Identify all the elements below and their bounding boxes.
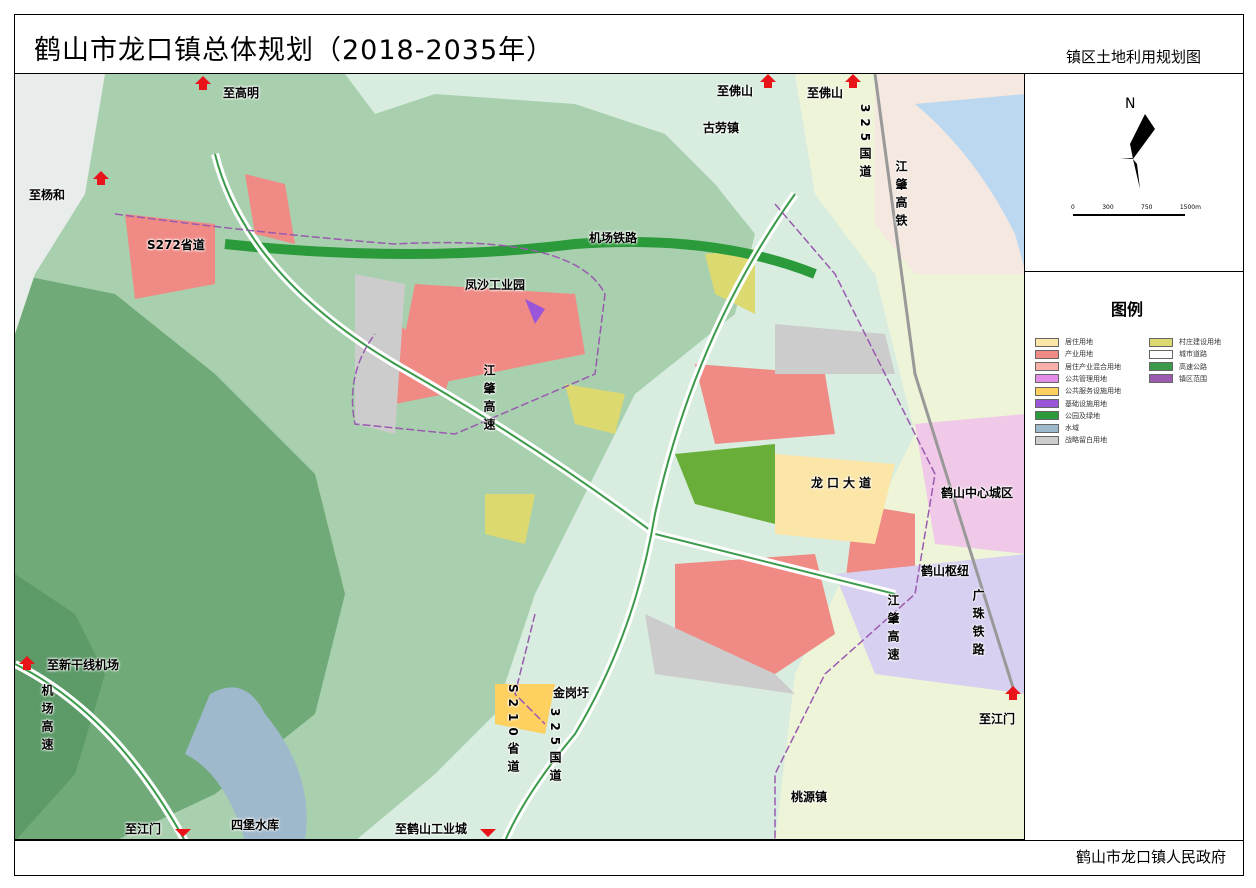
north-label: N (1125, 96, 1136, 112)
legend-label: 城市道路 (1179, 350, 1207, 359)
legend-label: 镇区范围 (1179, 374, 1207, 383)
label-to-xinganxian: 至新干线机场 (47, 658, 120, 672)
legend-label: 水域 (1065, 424, 1079, 433)
label-to-jiangmen-east: 至江门 (979, 712, 1016, 726)
label-g325-south: 325国道 (548, 708, 562, 788)
legend-item: 高速公路 (1149, 361, 1207, 373)
label-guangzhu-rail: 广珠铁路 (971, 589, 985, 661)
legend-label: 居住用地 (1065, 338, 1093, 346)
north-arrow-icon (1120, 114, 1155, 189)
legend-swatch (1035, 411, 1059, 421)
label-to-yanghe: 至杨和 (29, 188, 66, 202)
label-to-foshan: 至佛山 (717, 84, 754, 98)
legend-swatch (1149, 362, 1173, 372)
label-s272: S272省道 (147, 238, 205, 252)
legend-swatch (1149, 349, 1173, 359)
label-heshan-hub: 鹤山枢纽 (921, 564, 970, 578)
legend-item: 城市道路 (1149, 348, 1207, 360)
label-jiangzhao-hw: 江肇高速 (482, 364, 496, 436)
legend-item: 公共服务设施用地 (1035, 385, 1121, 397)
legend-swatch (1035, 349, 1059, 359)
legend-item: 居住产业混合用地 (1035, 361, 1121, 373)
legend-label: 产业用地 (1065, 350, 1093, 359)
label-taoyuan: 桃源镇 (791, 790, 828, 804)
legend-label: 居住产业混合用地 (1065, 362, 1121, 371)
footer-authority: 鹤山市龙口镇人民政府 (1075, 848, 1226, 866)
label-jiangzhao-hsr: 江肇高铁 (894, 160, 908, 232)
label-to-foshan-2: 至佛山 (807, 86, 844, 100)
legend-swatch (1035, 399, 1059, 408)
legend-title: 图例 (1111, 300, 1144, 319)
label-to-gaoming: 至高明 (223, 86, 260, 100)
legend-swatch (1035, 374, 1059, 384)
legend-swatch (1149, 337, 1173, 347)
label-s210: S210省道 (506, 684, 520, 778)
map-canvas (15, 74, 1024, 839)
legend-swatch (1035, 423, 1059, 433)
land-use-map[interactable]: 至高明 至杨和 S272省道 至佛山 至佛山 古劳镇 机场铁路 凤沙工业园 江肇… (14, 73, 1025, 840)
label-airport-rail: 机场铁路 (589, 231, 638, 245)
label-jinganxu: 金岗圩 (553, 686, 590, 700)
label-heshan-center: 鹤山中心城区 (941, 486, 1014, 500)
legend-item: 水域 (1035, 422, 1079, 434)
legend-label: 基础设施用地 (1065, 399, 1107, 408)
legend-label: 高速公路 (1179, 362, 1207, 371)
map-subtitle: 镇区土地利用规划图 (1066, 48, 1202, 66)
label-fengsha: 凤沙工业园 (465, 278, 526, 292)
divider (1025, 271, 1244, 272)
label-longkou-ave: 龙口大道 (811, 476, 876, 490)
label-g325-north: 325国道 (858, 104, 872, 184)
scale-labels: 0 300 750 1500m (1071, 204, 1201, 211)
legend-item: 镇区范围 (1149, 373, 1207, 385)
label-sibao: 四堡水库 (231, 818, 280, 832)
label-airport-hw: 机场高速 (40, 684, 54, 756)
legend-label: 公共管理用地 (1065, 374, 1107, 383)
legend-item: 公园及绿地 (1035, 410, 1100, 422)
legend-item: 村庄建设用地 (1149, 336, 1221, 348)
legend-swatch (1035, 386, 1059, 396)
legend-label: 村庄建设用地 (1179, 338, 1221, 346)
page-title: 鹤山市龙口镇总体规划（2018-2035年） (34, 35, 555, 66)
label-to-heshan-ind: 至鹤山工业城 (395, 822, 468, 836)
label-jiangzhao-hw-2: 江肇高速 (886, 594, 900, 666)
legend-swatch (1149, 374, 1173, 384)
legend-swatch (1035, 435, 1059, 445)
divider (14, 840, 1244, 841)
scale-bar (1073, 212, 1185, 216)
legend-label: 公共服务设施用地 (1065, 387, 1121, 396)
legend-label: 战略留白用地 (1065, 436, 1107, 445)
label-gulao: 古劳镇 (703, 121, 740, 135)
legend-item: 产业用地 (1035, 348, 1093, 360)
legend-item: 居住用地 (1035, 336, 1093, 348)
legend-label: 公园及绿地 (1065, 411, 1100, 420)
side-panel: N 0 300 750 1500m 图例 居住用地产业用地居住产业混合用地 公共管理用地… (1025, 73, 1244, 840)
legend-swatch (1035, 337, 1059, 347)
sibao-reservoir (185, 687, 307, 839)
legend-swatch (1035, 362, 1059, 372)
legend-item: 战略留白用地 (1035, 434, 1107, 446)
legend-item: 公共管理用地 (1035, 373, 1107, 385)
label-to-jiangmen-west: 至江门 (125, 822, 162, 836)
legend-item: 基础设施用地 (1035, 398, 1107, 410)
